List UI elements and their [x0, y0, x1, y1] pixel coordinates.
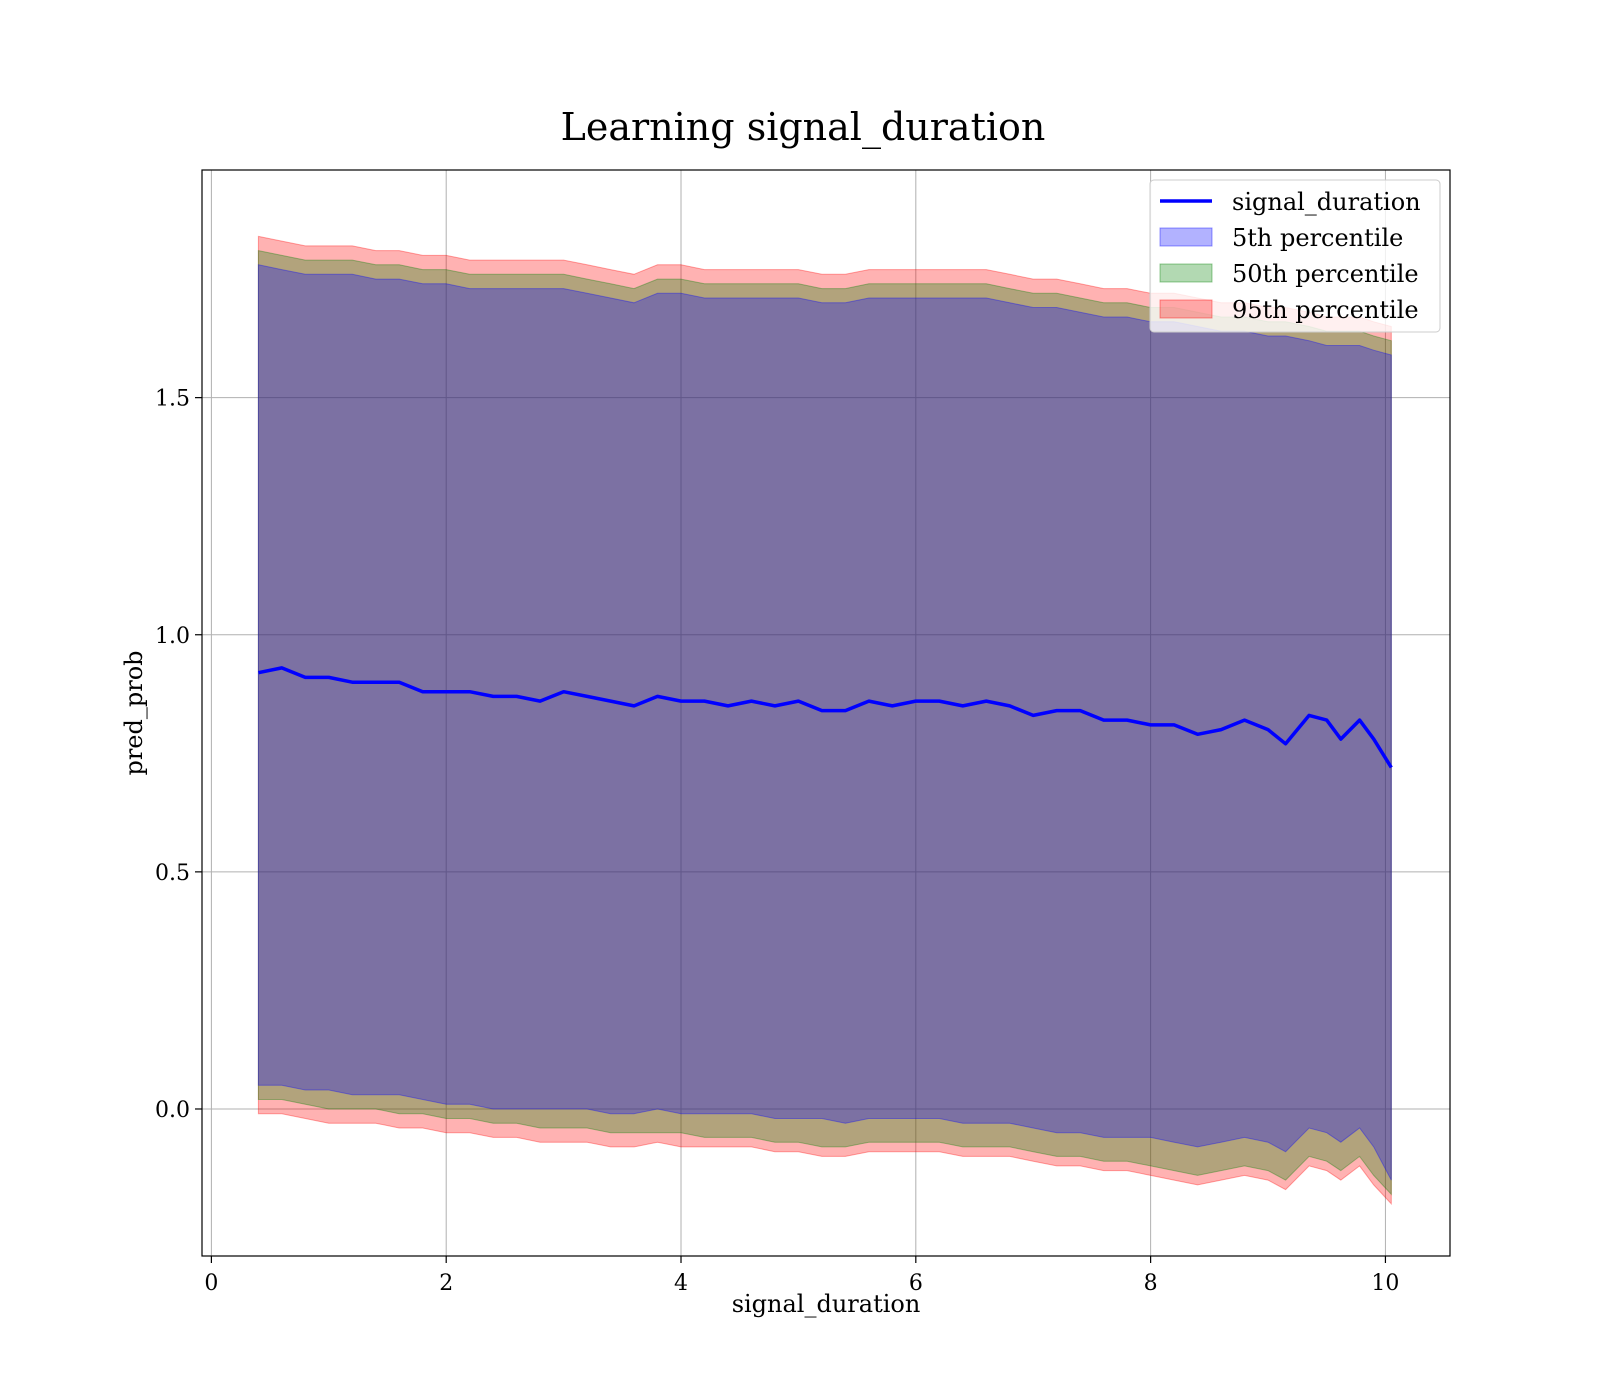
band-5th — [257, 264, 1392, 1181]
legend-box — [1149, 179, 1441, 333]
y-tick-label: 1.0 — [155, 624, 190, 649]
series-line-signal-duration — [258, 666, 1393, 769]
x-tick-label: 6 — [909, 1271, 923, 1296]
legend-swatch-5th — [1159, 227, 1213, 247]
y-axis-ticks: 0.0 0.5 1.0 1.5 — [155, 387, 202, 1123]
y-tick-label: 0.5 — [155, 861, 190, 886]
legend-label-5th: 5th percentile — [1232, 224, 1403, 252]
legend-label-95th: 95th percentile — [1232, 296, 1419, 324]
band-50th — [257, 249, 1392, 1196]
x-tick-label: 8 — [1144, 1271, 1158, 1296]
legend-label-50th: 50th percentile — [1232, 260, 1419, 288]
x-axis-ticks: 0 2 4 6 8 10 — [204, 1256, 1399, 1296]
y-tick-label: 1.5 — [155, 387, 190, 412]
band-95th — [257, 235, 1392, 1206]
x-tick-label: 10 — [1371, 1271, 1399, 1296]
legend-swatch-95th — [1159, 299, 1213, 319]
y-axis-label: pred_prob — [120, 650, 148, 775]
x-tick-label: 4 — [674, 1271, 688, 1296]
legend-label-signal-duration: signal_duration — [1232, 188, 1421, 216]
legend-swatch-50th — [1159, 263, 1213, 283]
legend: signal_duration 5th percentile 50th perc… — [1149, 179, 1441, 333]
x-tick-label: 0 — [204, 1271, 218, 1296]
y-tick-label: 0.0 — [155, 1098, 190, 1123]
grid — [202, 170, 1450, 1256]
plot-frame — [201, 169, 1451, 1257]
x-axis-label: signal_duration — [732, 1290, 921, 1318]
series-lines — [258, 666, 1393, 769]
bands — [257, 235, 1392, 1206]
x-tick-label: 2 — [439, 1271, 453, 1296]
chart-title: Learning signal_duration — [561, 105, 1046, 150]
